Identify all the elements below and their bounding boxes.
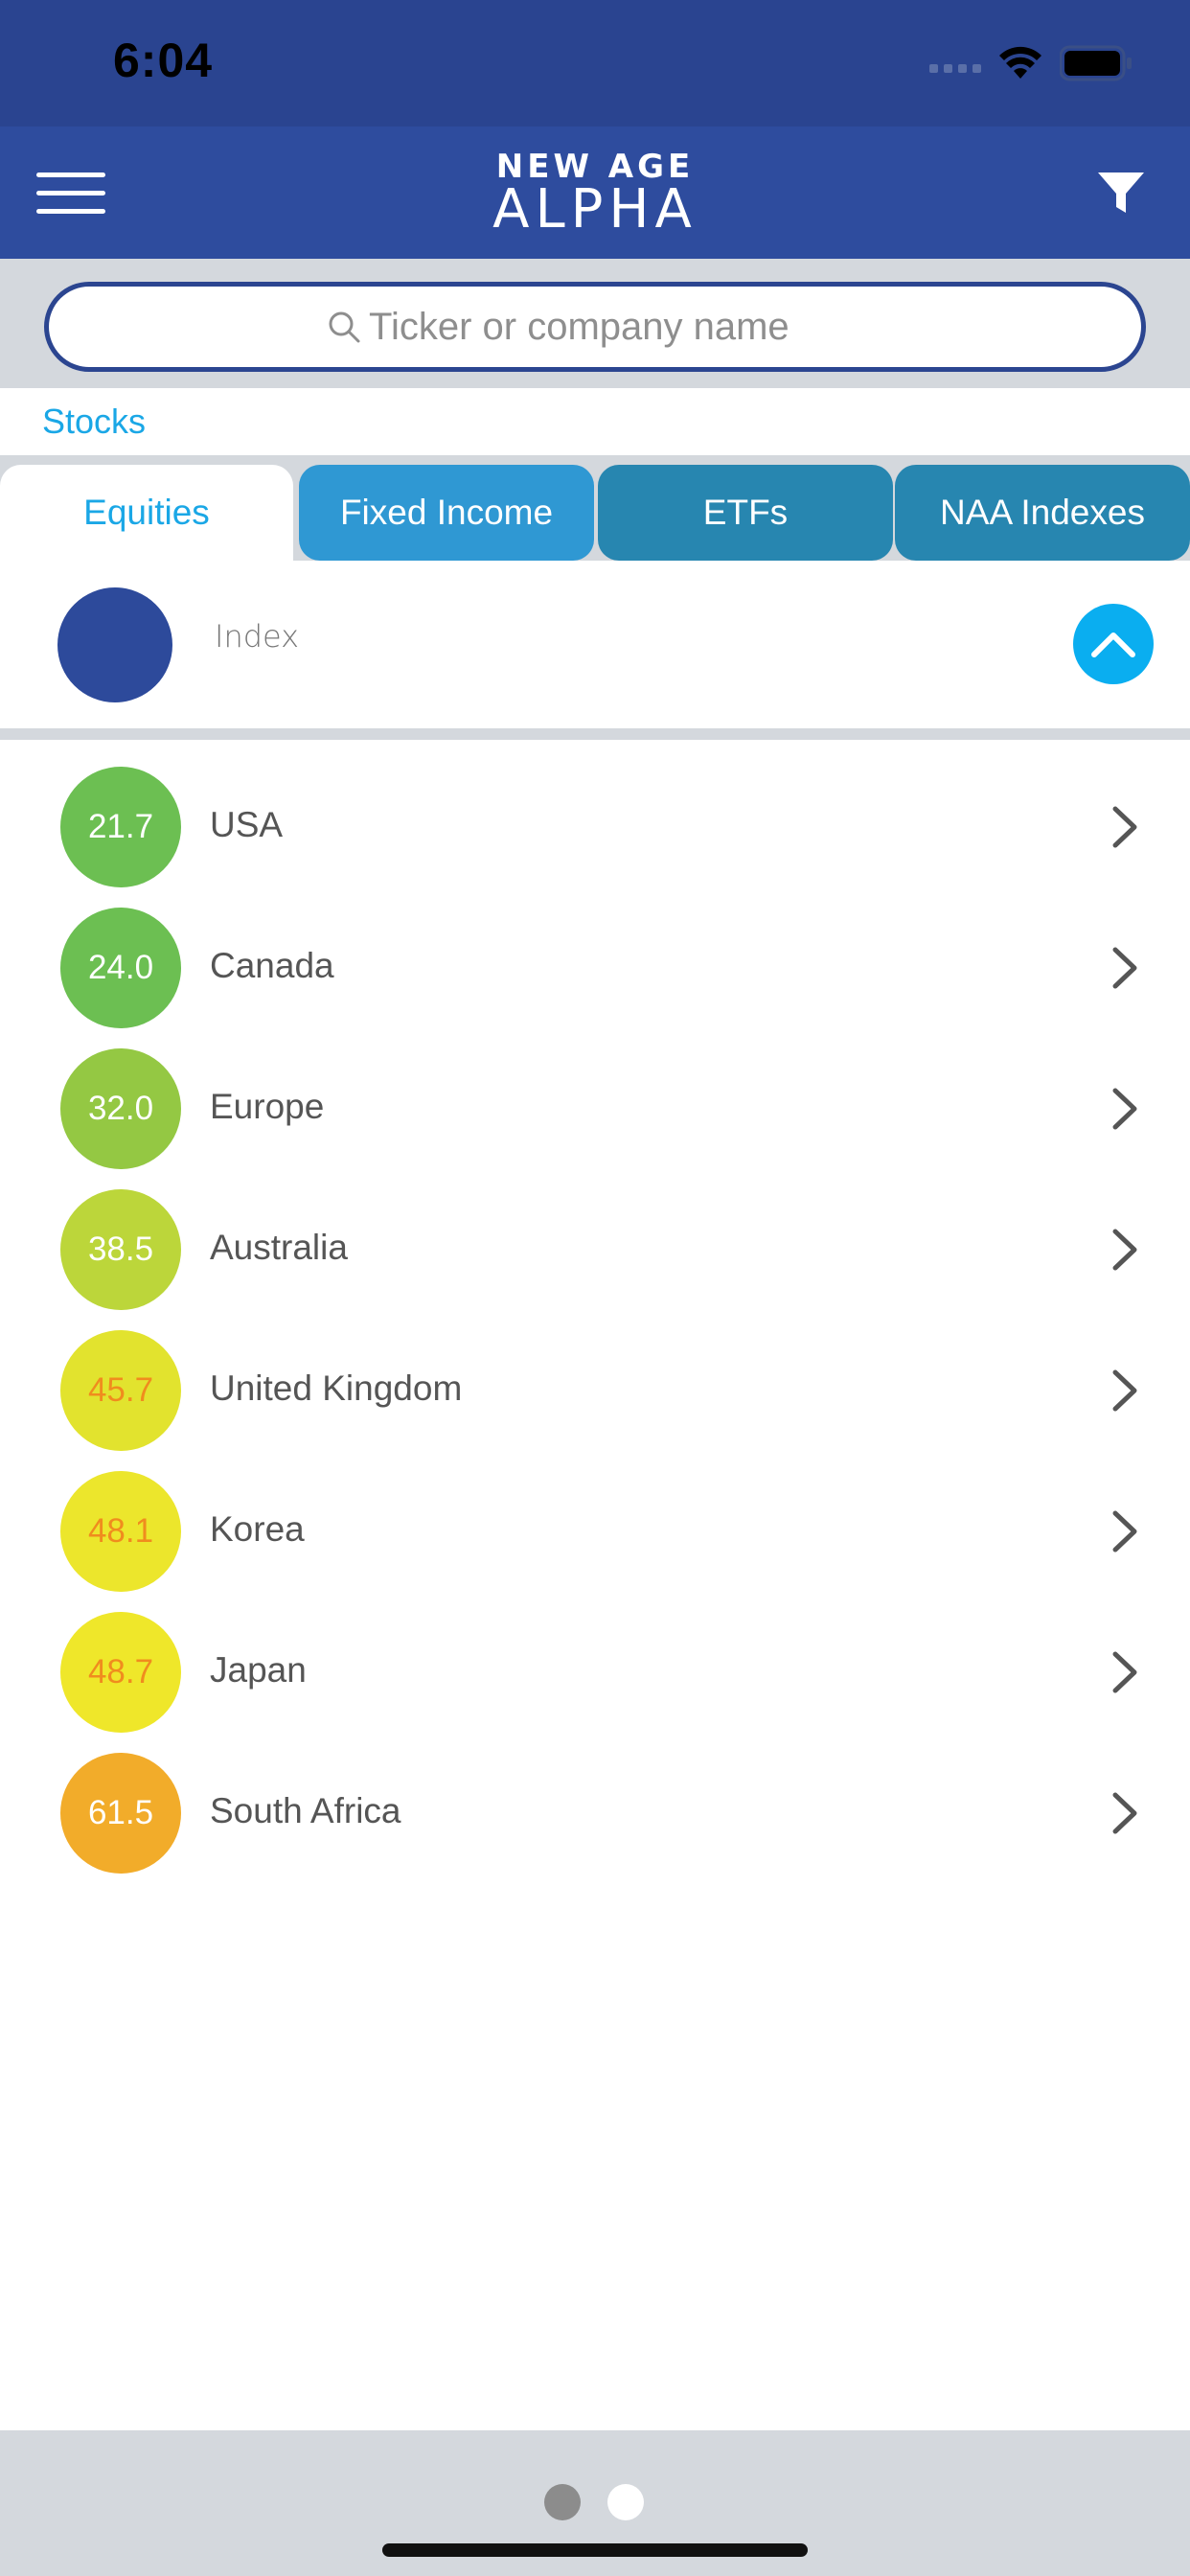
chevron-right-icon: [1112, 947, 1137, 989]
tab-fixed-income[interactable]: Fixed Income: [299, 465, 594, 561]
list-item[interactable]: 32.0 Europe: [0, 1037, 1190, 1178]
index-label: Index: [215, 618, 300, 655]
chevron-right-icon: [1112, 1651, 1137, 1693]
asset-class-tabs: Equities Fixed Income ETFs NAA Indexes: [0, 465, 1190, 561]
list-item[interactable]: 48.1 Korea: [0, 1460, 1190, 1600]
battery-icon: [1060, 45, 1132, 81]
chevron-right-icon: [1112, 1088, 1137, 1130]
region-name: USA: [210, 805, 284, 844]
app-header: NEW AGE ALPHA: [0, 126, 1190, 259]
cellular-signal-icon: [929, 54, 981, 73]
chevron-right-icon: [1112, 1792, 1137, 1834]
search-input[interactable]: [367, 304, 865, 350]
score-badge: 21.7: [60, 767, 181, 887]
logo-line1: NEW AGE: [495, 148, 695, 186]
divider: [0, 455, 1190, 465]
chevron-right-icon: [1112, 1510, 1137, 1552]
chevron-up-icon: [1091, 632, 1135, 657]
list-item[interactable]: 24.0 Canada: [0, 896, 1190, 1037]
list-item[interactable]: 38.5 Australia: [0, 1178, 1190, 1319]
status-icons: [929, 42, 1133, 84]
tab-equities[interactable]: Equities: [0, 465, 293, 561]
list-item[interactable]: 21.7 USA: [0, 755, 1190, 896]
score-badge: 24.0: [60, 908, 181, 1028]
list-item[interactable]: 48.7 Japan: [0, 1600, 1190, 1741]
page-indicator-dot[interactable]: [544, 2484, 581, 2520]
index-panel: Index: [0, 561, 1190, 728]
logo-line2: ALPHA: [492, 178, 698, 241]
index-color-dot: [57, 587, 172, 702]
region-name: Australia: [210, 1228, 348, 1267]
new-age-alpha-logo: NEW AGE ALPHA: [451, 150, 739, 238]
region-name: Canada: [210, 946, 334, 985]
status-time: 6:04: [113, 34, 214, 87]
region-name: United Kingdom: [210, 1368, 463, 1408]
tab-naa-indexes[interactable]: NAA Indexes: [895, 465, 1190, 561]
filter-icon[interactable]: [1096, 169, 1146, 218]
score-badge: 32.0: [60, 1048, 181, 1169]
region-list: 21.7 USA 24.0 Canada 32.0 Europe 38.5 Au…: [0, 740, 1190, 2430]
collapse-button[interactable]: [1073, 604, 1154, 684]
score-badge: 48.7: [60, 1612, 181, 1733]
region-name: Europe: [210, 1087, 325, 1126]
home-indicator[interactable]: [382, 2543, 808, 2557]
chevron-right-icon: [1112, 806, 1137, 848]
score-badge: 38.5: [60, 1189, 181, 1310]
region-name: Korea: [210, 1509, 305, 1549]
tab-etfs[interactable]: ETFs: [598, 465, 893, 561]
divider: [0, 728, 1190, 740]
section-label[interactable]: Stocks: [42, 402, 147, 441]
list-item[interactable]: 45.7 United Kingdom: [0, 1319, 1190, 1460]
list-item[interactable]: 61.5 South Africa: [0, 1741, 1190, 1882]
chevron-right-icon: [1112, 1229, 1137, 1271]
search-icon: [329, 311, 360, 343]
status-bar: 6:04: [0, 0, 1190, 126]
chevron-right-icon: [1112, 1369, 1137, 1412]
score-badge: 48.1: [60, 1471, 181, 1592]
score-badge: 45.7: [60, 1330, 181, 1451]
bottom-bar: [0, 2430, 1190, 2576]
search-area: [0, 259, 1190, 388]
wifi-icon: [999, 46, 1041, 79]
score-badge: 61.5: [60, 1753, 181, 1874]
page-indicator-dot[interactable]: [607, 2484, 644, 2520]
section-header: Stocks: [0, 388, 1190, 455]
search-box[interactable]: [44, 282, 1146, 372]
region-name: Japan: [210, 1650, 307, 1690]
hamburger-menu-icon[interactable]: [36, 171, 105, 217]
region-name: South Africa: [210, 1791, 401, 1830]
